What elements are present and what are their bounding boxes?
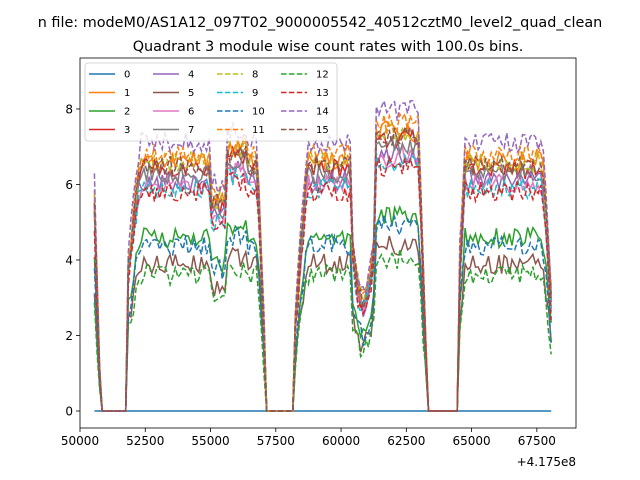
series-line-9 [93,152,552,412]
legend-box [84,62,338,142]
y-tick-label: 2 [65,329,73,343]
x-tick-label: 67500 [518,434,556,448]
series-line-13 [93,154,552,412]
series-line-15 [93,124,552,412]
legend-label-11: 11 [252,125,265,136]
legend-label-6: 6 [188,107,194,118]
x-tick-label: 60000 [322,434,360,448]
x-tick-label: 52500 [126,434,164,448]
x-tick-label: 62500 [387,434,425,448]
legend-label-10: 10 [252,107,265,118]
series-line-14 [93,98,552,412]
series-line-12 [93,248,552,412]
y-tick-label: 0 [65,405,73,419]
legend-label-4: 4 [188,70,194,81]
series-line-8 [93,122,552,412]
y-tick-label: 8 [65,102,73,116]
legend-label-15: 15 [316,125,329,136]
series-line-5 [93,235,552,412]
x-offset-label: +4.175e8 [517,455,576,469]
legend-label-5: 5 [188,88,194,99]
legend-label-7: 7 [188,125,194,136]
x-tick-label: 55000 [191,434,229,448]
legend-label-8: 8 [252,70,258,81]
legend-label-0: 0 [124,70,130,81]
legend-label-14: 14 [316,107,329,118]
series-line-10 [93,214,552,412]
legend-label-2: 2 [124,107,130,118]
plot-frame [79,57,577,429]
y-tick-label: 6 [65,178,73,192]
chart-title: Quadrant 3 module wise count rates with … [133,39,524,55]
series-lines [93,98,552,412]
series-line-11 [93,111,552,412]
legend-label-12: 12 [316,70,329,81]
figure-suptitle: n file: modeM0/AS1A12_097T02_9000005542_… [38,15,603,31]
y-tick-label: 4 [65,253,73,267]
x-axis: 50000 52500 55000 57500 60000 62500 65000 67500 [61,428,556,448]
x-tick-label: 57500 [257,434,295,448]
x-tick-label: 50000 [61,434,99,448]
legend-label-9: 9 [252,88,258,99]
legend-label-3: 3 [124,125,130,136]
y-axis: 0 2 4 6 8 [65,102,80,419]
legend-label-13: 13 [316,88,329,99]
series-line-7 [93,134,552,412]
series-line-2 [93,204,552,412]
x-tick-label: 65000 [452,434,490,448]
legend-label-1: 1 [124,88,130,99]
